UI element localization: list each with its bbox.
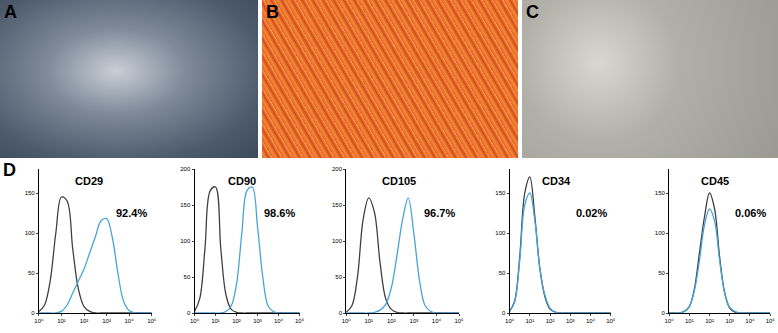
html-text:A: A xyxy=(4,2,17,22)
svg-text:150: 150 xyxy=(25,190,36,196)
html-text:C: C xyxy=(526,2,539,22)
svg-text:50: 50 xyxy=(184,274,191,280)
svg-text:10⁰: 10⁰ xyxy=(665,318,675,324)
svg-text:10⁴: 10⁴ xyxy=(274,318,284,324)
svg-text:10⁴: 10⁴ xyxy=(125,318,135,324)
svg-text:10³: 10³ xyxy=(102,318,111,324)
svg-text:200: 200 xyxy=(180,166,191,172)
svg-text:10⁵: 10⁵ xyxy=(766,318,776,324)
svg-text:10¹: 10¹ xyxy=(57,318,66,324)
svg-text:0.02%: 0.02% xyxy=(576,207,607,219)
svg-text:10¹: 10¹ xyxy=(364,318,373,324)
svg-text:10⁵: 10⁵ xyxy=(454,318,464,324)
svg-text:50: 50 xyxy=(28,270,35,276)
svg-text:10²: 10² xyxy=(387,318,396,324)
svg-text:0: 0 xyxy=(187,310,191,316)
svg-text:CD34: CD34 xyxy=(542,175,571,187)
svg-text:98.6%: 98.6% xyxy=(264,207,295,219)
svg-text:10⁰: 10⁰ xyxy=(505,318,515,324)
svg-text:150: 150 xyxy=(495,190,506,196)
svg-text:100: 100 xyxy=(332,238,343,244)
svg-text:150: 150 xyxy=(332,202,343,208)
svg-text:10⁵: 10⁵ xyxy=(295,318,305,324)
svg-text:0: 0 xyxy=(502,310,506,316)
svg-text:10⁰: 10⁰ xyxy=(34,318,44,324)
html-text:B: B xyxy=(266,2,279,22)
svg-text:10²: 10² xyxy=(232,318,241,324)
svg-text:100: 100 xyxy=(25,230,36,236)
svg-text:92.4%: 92.4% xyxy=(116,207,147,219)
svg-text:100: 100 xyxy=(180,238,191,244)
html-text:D: D xyxy=(3,160,16,180)
svg-text:10³: 10³ xyxy=(410,318,419,324)
svg-text:10⁰: 10⁰ xyxy=(190,318,200,324)
svg-text:CD29: CD29 xyxy=(75,175,103,187)
svg-text:150: 150 xyxy=(655,190,666,196)
svg-text:CD90: CD90 xyxy=(228,175,256,187)
svg-text:10⁴: 10⁴ xyxy=(745,318,755,324)
svg-text:50: 50 xyxy=(499,270,506,276)
svg-text:50: 50 xyxy=(658,270,665,276)
svg-text:0.06%: 0.06% xyxy=(735,207,766,219)
svg-text:CD105: CD105 xyxy=(382,175,416,187)
svg-text:96.7%: 96.7% xyxy=(424,207,455,219)
svg-text:10³: 10³ xyxy=(725,318,734,324)
svg-text:0: 0 xyxy=(662,310,666,316)
svg-text:10³: 10³ xyxy=(566,318,575,324)
svg-text:150: 150 xyxy=(180,202,191,208)
svg-text:10²: 10² xyxy=(546,318,555,324)
svg-text:CD45: CD45 xyxy=(701,175,729,187)
svg-text:10⁰: 10⁰ xyxy=(342,318,352,324)
svg-text:0: 0 xyxy=(339,310,343,316)
svg-text:10⁴: 10⁴ xyxy=(586,318,596,324)
svg-text:10⁴: 10⁴ xyxy=(432,318,442,324)
svg-text:10³: 10³ xyxy=(253,318,262,324)
svg-text:10¹: 10¹ xyxy=(685,318,694,324)
svg-text:10²: 10² xyxy=(80,318,89,324)
svg-text:50: 50 xyxy=(335,274,342,280)
svg-text:10⁵: 10⁵ xyxy=(147,318,157,324)
svg-text:200: 200 xyxy=(332,166,343,172)
svg-text:100: 100 xyxy=(495,230,506,236)
svg-text:0: 0 xyxy=(31,310,35,316)
svg-text:10¹: 10¹ xyxy=(211,318,220,324)
svg-text:10¹: 10¹ xyxy=(525,318,534,324)
svg-text:100: 100 xyxy=(655,230,666,236)
svg-text:10⁵: 10⁵ xyxy=(606,318,616,324)
svg-text:10²: 10² xyxy=(705,318,714,324)
